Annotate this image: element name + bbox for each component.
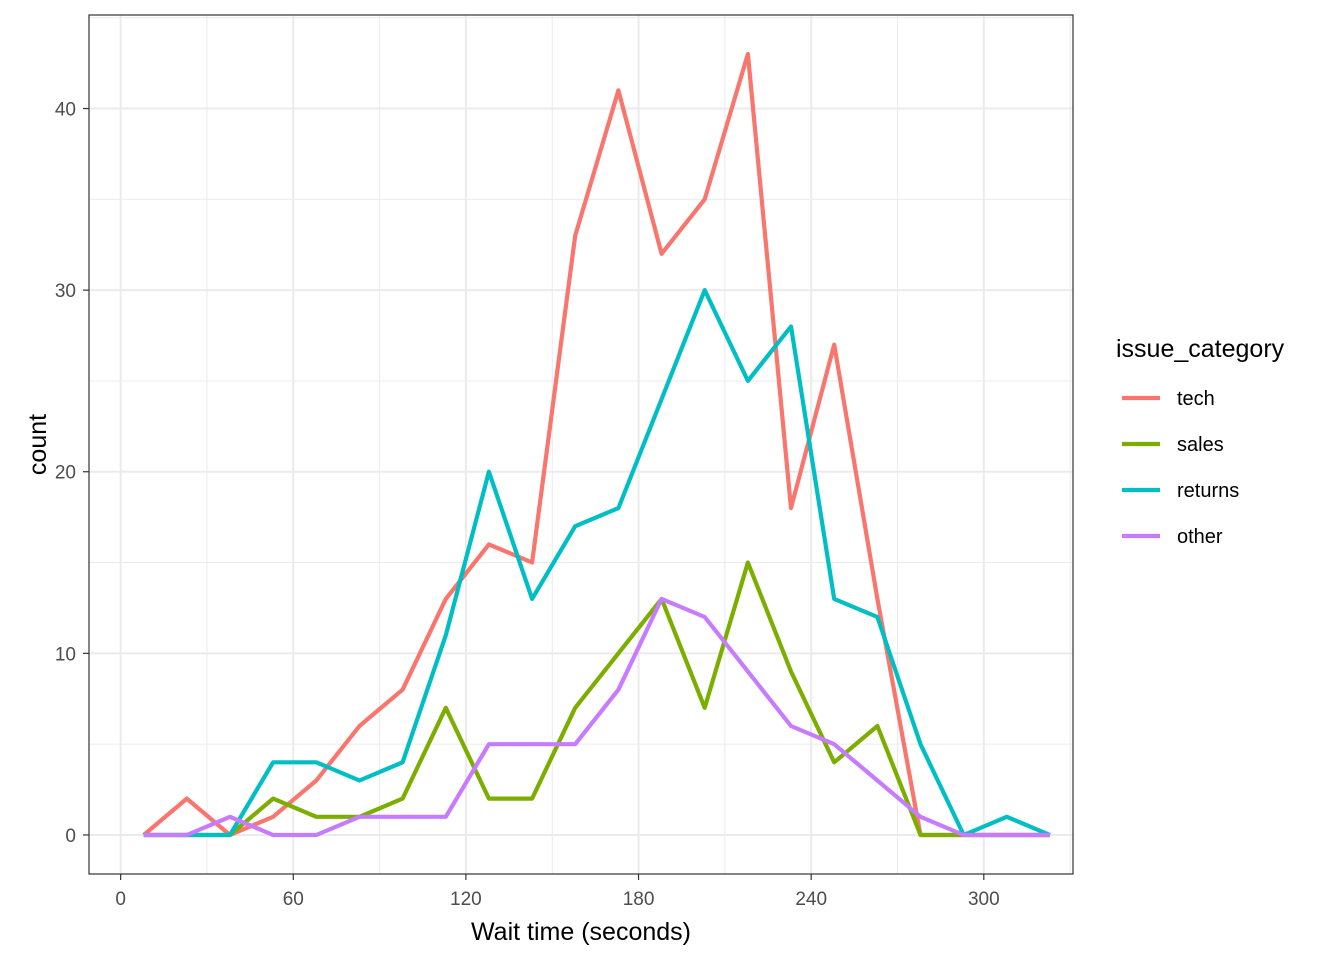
- x-axis-title: Wait time (seconds): [471, 918, 691, 946]
- series-line-other: [143, 596, 1050, 838]
- legend-label-other: other: [1177, 526, 1223, 548]
- series-line-returns: [143, 288, 1051, 838]
- x-tick-label: 120: [450, 889, 482, 910]
- legend-items: tech sales returns other: [1122, 388, 1239, 548]
- x-tick-label: 300: [968, 889, 1000, 910]
- legend: issue_category tech sales returns other: [1116, 335, 1285, 548]
- y-tick-label: 0: [65, 826, 76, 847]
- y-tick-label: 10: [55, 644, 76, 665]
- legend-label-sales: sales: [1177, 434, 1224, 456]
- y-tick-label: 40: [55, 100, 76, 121]
- x-tick-label: 180: [623, 889, 655, 910]
- legend-title: issue_category: [1116, 335, 1285, 363]
- y-axis-title: count: [24, 414, 52, 475]
- y-tick-label: 30: [55, 281, 76, 302]
- x-tick-label: 0: [115, 889, 126, 910]
- series-lines: [142, 51, 1051, 838]
- series-line-tech: [142, 51, 1050, 838]
- x-tick-label: 60: [283, 889, 304, 910]
- legend-label-tech: tech: [1177, 388, 1215, 410]
- x-tick-label: 240: [795, 889, 827, 910]
- gridlines: [89, 15, 1073, 874]
- panel-border: [88, 14, 1074, 875]
- series-line-sales: [143, 560, 1050, 838]
- axes: 0 60 120 180 240 300 0 10 20 30 40: [55, 100, 1000, 910]
- legend-label-returns: returns: [1177, 480, 1239, 502]
- y-tick-label: 20: [55, 463, 76, 484]
